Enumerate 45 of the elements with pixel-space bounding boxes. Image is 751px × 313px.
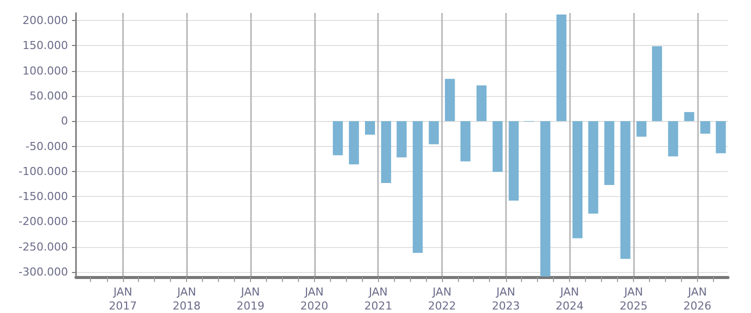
bar <box>332 121 343 156</box>
bar <box>460 121 470 162</box>
bar <box>652 46 662 122</box>
y-tick-label: -150.000 <box>18 190 68 204</box>
x-tick-label: JAN 2023 <box>492 286 520 312</box>
bar <box>668 121 678 156</box>
bar <box>492 121 503 172</box>
bar <box>365 121 376 135</box>
y-tick-label: 0 <box>61 114 68 128</box>
bar <box>572 121 582 238</box>
bar <box>444 78 455 122</box>
x-tick-label: JAN 2026 <box>683 286 712 312</box>
bar <box>381 121 392 183</box>
x-tick-label: JAN 2017 <box>108 286 137 312</box>
y-tick-label: 200.000 <box>22 14 68 28</box>
y-tick-label: 100.000 <box>22 64 68 78</box>
x-tick-label: JAN 2021 <box>364 286 392 312</box>
bar <box>684 112 694 122</box>
bar <box>716 121 726 154</box>
x-tick-label: JAN 2024 <box>556 286 584 312</box>
y-tick-label: -100.000 <box>18 164 68 178</box>
y-tick-label: -250.000 <box>18 240 68 254</box>
bar <box>348 121 359 164</box>
x-tick-label: JAN 2020 <box>300 286 328 312</box>
bar <box>604 121 614 185</box>
bar <box>508 121 519 201</box>
bar <box>620 121 630 259</box>
bar <box>556 14 566 122</box>
y-tick-label: -50.000 <box>26 140 68 153</box>
x-tick-label: JAN 2018 <box>172 286 201 312</box>
bar <box>636 121 646 137</box>
y-tick-label: -300.000 <box>18 265 68 278</box>
bar <box>396 121 407 158</box>
x-tick-label: JAN 2022 <box>428 286 456 312</box>
x-tick-label: JAN 2019 <box>236 286 264 312</box>
bar <box>412 121 423 253</box>
bar <box>588 121 598 214</box>
y-tick-label: 50.000 <box>30 89 68 102</box>
bar <box>700 121 710 134</box>
y-tick-label: -200.000 <box>18 215 68 228</box>
bar <box>476 85 487 122</box>
bar <box>540 121 550 276</box>
y-tick-label: 150.000 <box>22 39 68 52</box>
bar <box>428 121 439 144</box>
x-tick-label: JAN 2025 <box>620 286 648 312</box>
